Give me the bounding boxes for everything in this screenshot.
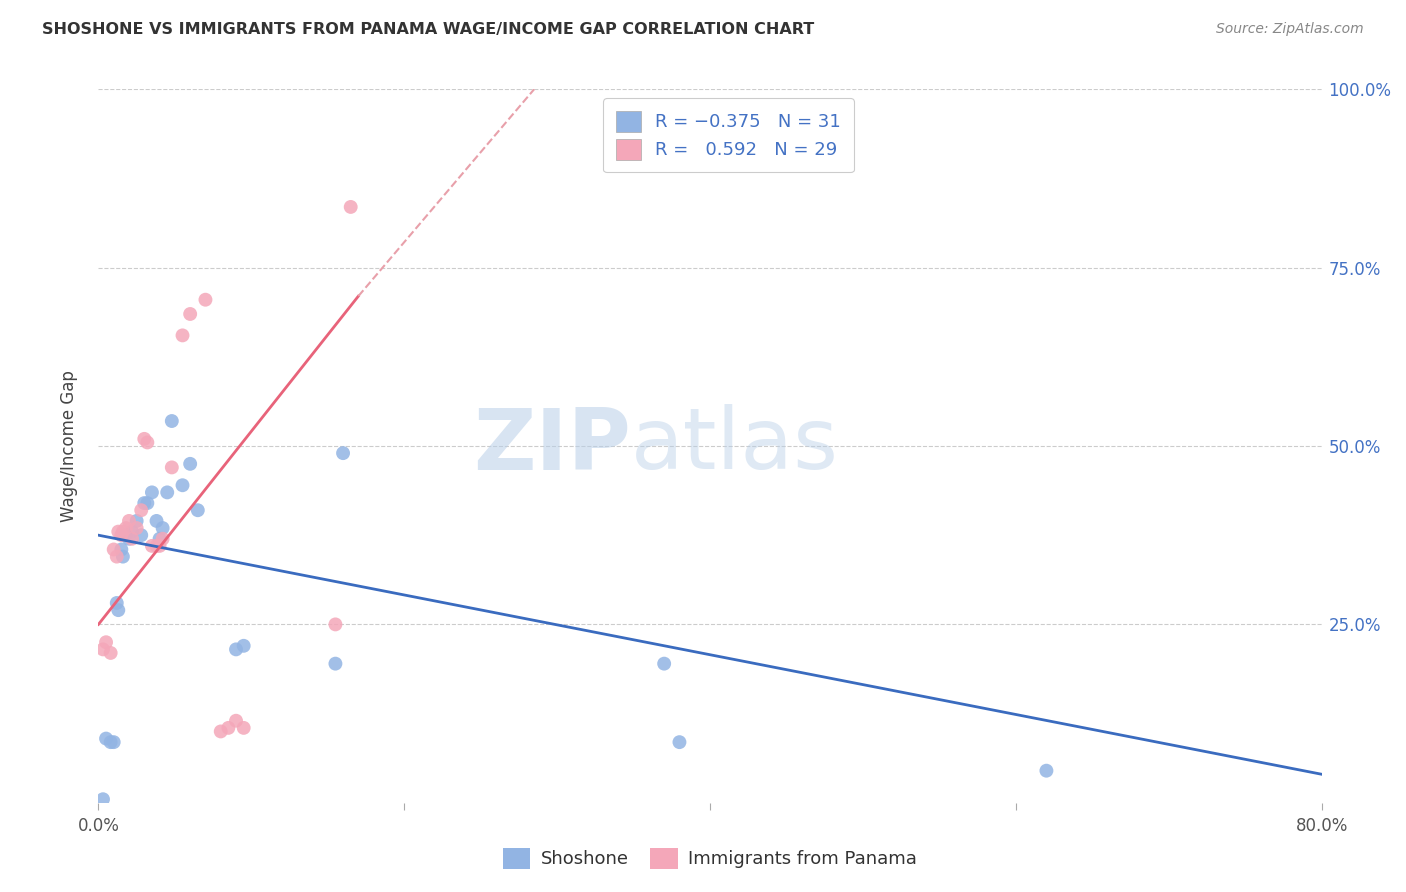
Point — [325, 657, 347, 671]
Point — [225, 642, 247, 657]
Point — [141, 539, 163, 553]
Point — [187, 503, 209, 517]
Point — [217, 721, 239, 735]
Point — [103, 542, 125, 557]
Point — [194, 293, 217, 307]
Point — [103, 735, 125, 749]
Point — [105, 549, 128, 564]
Point — [172, 478, 194, 492]
Point — [136, 496, 159, 510]
Text: SHOSHONE VS IMMIGRANTS FROM PANAMA WAGE/INCOME GAP CORRELATION CHART: SHOSHONE VS IMMIGRANTS FROM PANAMA WAGE/… — [42, 22, 814, 37]
Point — [91, 642, 114, 657]
Point — [111, 549, 134, 564]
Point — [179, 457, 201, 471]
Text: atlas: atlas — [630, 404, 838, 488]
Legend: Shoshone, Immigrants from Panama: Shoshone, Immigrants from Panama — [496, 840, 924, 876]
Point — [125, 514, 148, 528]
Point — [145, 514, 167, 528]
Point — [107, 524, 129, 539]
Point — [232, 721, 254, 735]
Point — [134, 432, 156, 446]
Point — [100, 646, 122, 660]
Point — [209, 724, 232, 739]
Point — [115, 528, 138, 542]
Point — [145, 539, 167, 553]
Point — [125, 521, 148, 535]
Point — [152, 521, 174, 535]
Point — [332, 446, 354, 460]
Point — [91, 792, 114, 806]
Point — [1035, 764, 1057, 778]
Point — [121, 532, 143, 546]
Point — [94, 731, 117, 746]
Point — [110, 542, 132, 557]
Y-axis label: Wage/Income Gap: Wage/Income Gap — [59, 370, 77, 522]
Point — [118, 532, 141, 546]
Point — [111, 524, 134, 539]
Point — [232, 639, 254, 653]
Point — [668, 735, 690, 749]
Point — [156, 485, 179, 500]
Point — [152, 532, 174, 546]
Point — [325, 617, 347, 632]
Point — [118, 514, 141, 528]
Point — [160, 414, 183, 428]
Text: Source: ZipAtlas.com: Source: ZipAtlas.com — [1216, 22, 1364, 37]
Point — [136, 435, 159, 450]
Point — [129, 503, 152, 517]
Point — [129, 528, 152, 542]
Point — [141, 485, 163, 500]
Point — [160, 460, 183, 475]
Point — [652, 657, 675, 671]
Point — [134, 496, 156, 510]
Point — [115, 521, 138, 535]
Point — [179, 307, 201, 321]
Point — [149, 532, 172, 546]
Point — [105, 596, 128, 610]
Point — [110, 528, 132, 542]
Point — [94, 635, 117, 649]
Text: ZIP: ZIP — [472, 404, 630, 488]
Point — [339, 200, 361, 214]
Point — [107, 603, 129, 617]
Point — [100, 735, 122, 749]
Point — [225, 714, 247, 728]
Point — [172, 328, 194, 343]
Point — [121, 524, 143, 539]
Point — [149, 539, 172, 553]
